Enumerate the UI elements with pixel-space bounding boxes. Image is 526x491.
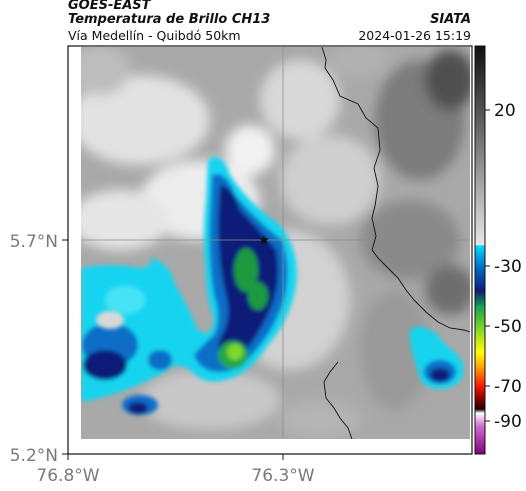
colorbar-tick-label: -90: [494, 412, 522, 432]
colorbar-tick-label: 20: [494, 101, 516, 121]
title-line1: GOES-EAST: [68, 0, 151, 13]
title-line2: Temperatura de Brillo CH13: [68, 12, 271, 27]
star-icon: [259, 235, 269, 245]
colorbar: 20 -30 -50 -70 -90: [474, 45, 522, 455]
lon-label: 76.8°W: [36, 466, 99, 486]
lat-label: 5.2°N: [10, 446, 58, 466]
lon-label: 76.3°W: [251, 466, 314, 486]
border-line: [321, 47, 470, 333]
colorbar-tick-label: -70: [494, 377, 522, 397]
border-line-south: [323, 361, 353, 439]
colorbar-tick-label: -30: [494, 257, 522, 277]
colorbar-gradient: [474, 45, 486, 455]
timestamp-label: 2024-01-26 15:19: [358, 28, 471, 43]
map-subtitle: Vía Medellín - Quibdó 50km: [68, 28, 241, 43]
lat-label: 5.7°N: [10, 232, 58, 252]
brightness-field: [81, 47, 470, 439]
colorbar-tick-label: -50: [494, 317, 522, 337]
brand-label: SIATA: [430, 12, 471, 27]
